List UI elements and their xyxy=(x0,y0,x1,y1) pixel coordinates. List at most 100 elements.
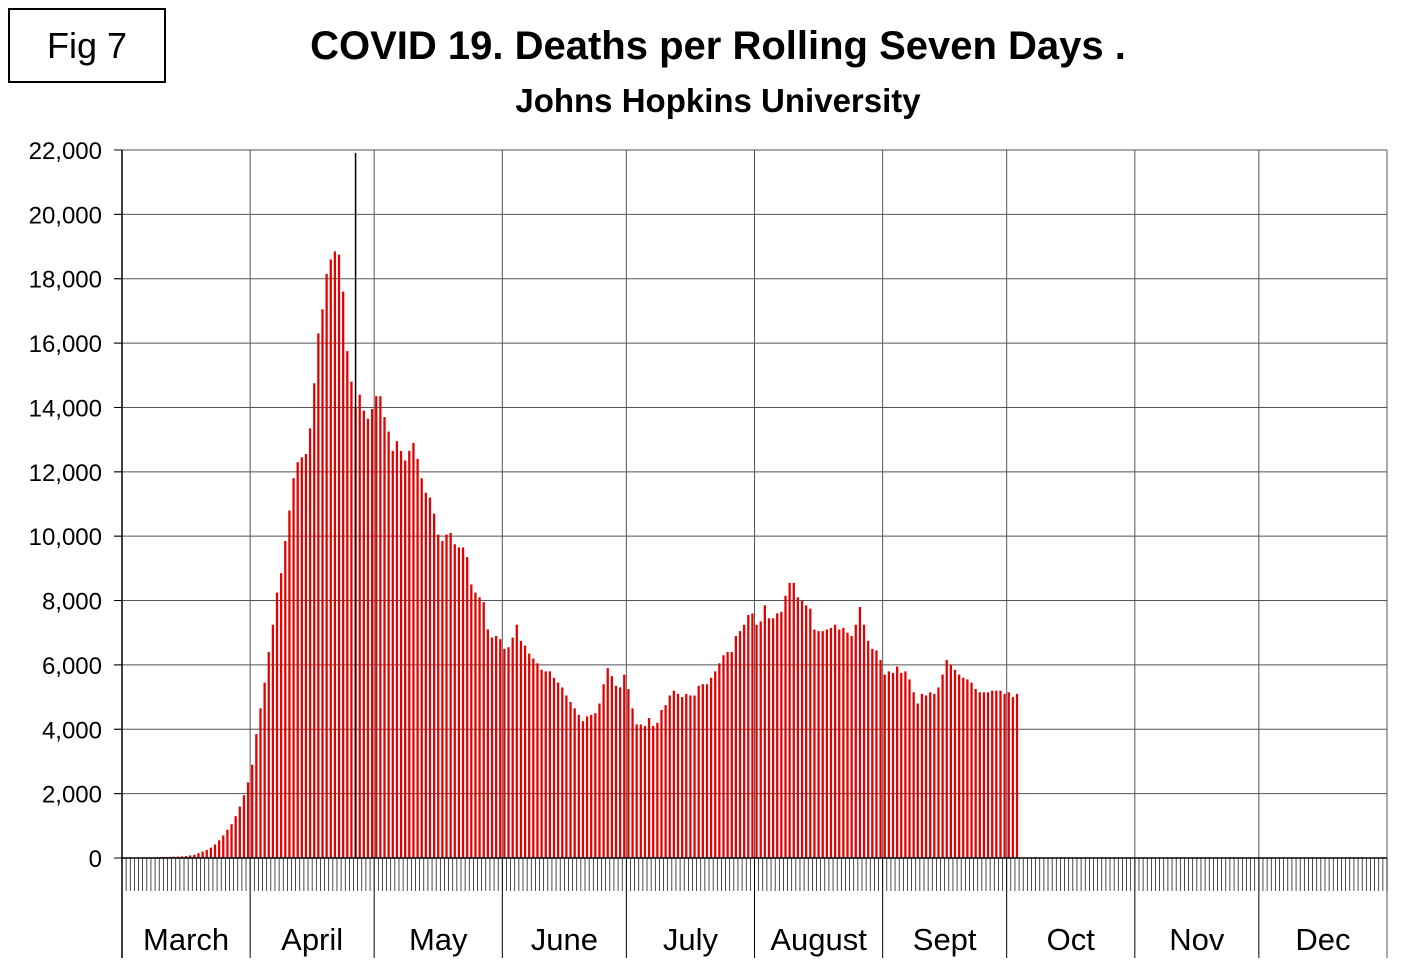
bar xyxy=(999,690,1002,858)
bar xyxy=(730,652,733,858)
bar xyxy=(805,605,808,858)
bar xyxy=(548,671,552,858)
bar xyxy=(342,291,345,859)
bar xyxy=(689,695,692,858)
bar xyxy=(743,624,746,858)
bar xyxy=(664,705,667,858)
bar xyxy=(478,597,481,858)
bar xyxy=(313,383,316,858)
bar xyxy=(991,690,994,858)
bar xyxy=(693,695,696,858)
bar xyxy=(391,450,394,858)
bar xyxy=(234,816,237,858)
bar xyxy=(862,624,866,858)
bar xyxy=(792,582,795,858)
bar-series xyxy=(143,251,1019,859)
y-tick-label: 16,000 xyxy=(29,331,102,358)
y-tick-label: 4,000 xyxy=(42,717,102,744)
bar xyxy=(1015,693,1019,858)
bar xyxy=(408,450,411,858)
bar xyxy=(970,682,973,858)
bar xyxy=(780,611,783,858)
bar xyxy=(209,847,213,858)
bar xyxy=(267,652,270,858)
bar xyxy=(635,724,638,858)
bar xyxy=(461,547,465,858)
bar xyxy=(251,764,254,858)
bar xyxy=(714,671,717,858)
bar xyxy=(763,605,766,858)
bar xyxy=(565,695,568,858)
bar xyxy=(387,431,390,858)
bar xyxy=(416,458,419,858)
bar xyxy=(850,635,853,858)
bar xyxy=(304,454,308,858)
axes xyxy=(114,149,1387,958)
bar xyxy=(420,478,423,858)
bar xyxy=(333,251,337,858)
bar xyxy=(887,671,890,858)
bar xyxy=(590,714,593,858)
bar xyxy=(656,722,659,858)
bar xyxy=(904,671,907,858)
bar xyxy=(681,697,684,858)
bar xyxy=(809,608,812,858)
bar xyxy=(445,534,448,858)
bar xyxy=(895,666,899,858)
bar xyxy=(821,631,824,858)
bar xyxy=(375,396,378,858)
bar xyxy=(800,600,804,858)
bar xyxy=(833,624,837,858)
bar xyxy=(916,703,919,858)
bar xyxy=(776,613,779,858)
bar xyxy=(726,652,729,858)
bar xyxy=(180,856,184,858)
chart-title: COVID 19. Deaths per Rolling Seven Days … xyxy=(310,24,1126,68)
bar xyxy=(193,854,196,858)
y-tick-label: 14,000 xyxy=(29,395,102,422)
bar xyxy=(978,692,981,858)
bar xyxy=(284,541,287,858)
y-tick-labels: 0 2,000 4,000 6,000 8,000 10,000 12,000 14,000 1… xyxy=(29,138,102,873)
bar xyxy=(213,844,217,858)
bar xyxy=(544,671,547,858)
bar xyxy=(627,689,630,858)
bar xyxy=(383,417,386,858)
bar xyxy=(449,532,452,858)
y-tick-label: 6,000 xyxy=(42,653,102,680)
bar xyxy=(891,672,895,858)
bar xyxy=(912,692,915,858)
bar xyxy=(271,624,275,858)
bar xyxy=(614,685,618,858)
bar xyxy=(697,685,700,858)
bar xyxy=(871,648,874,858)
bar xyxy=(275,592,279,858)
bar xyxy=(767,618,771,858)
bar xyxy=(573,708,576,858)
bar xyxy=(619,687,622,858)
bar xyxy=(594,713,597,858)
bar xyxy=(255,734,258,858)
bar xyxy=(428,497,432,858)
bar xyxy=(908,679,911,858)
bar xyxy=(280,573,283,858)
bar xyxy=(718,663,721,858)
bar xyxy=(709,677,713,858)
bar xyxy=(337,254,341,858)
bar xyxy=(995,690,998,858)
bar xyxy=(962,677,965,858)
bar xyxy=(482,602,485,858)
bar xyxy=(747,615,750,858)
bar xyxy=(738,631,742,858)
bar xyxy=(734,635,738,858)
bar xyxy=(503,648,506,858)
bar xyxy=(499,639,502,858)
bar xyxy=(672,690,676,858)
bar xyxy=(395,441,399,858)
bar xyxy=(937,687,940,858)
bar xyxy=(528,653,531,858)
bar xyxy=(325,273,328,858)
figure-label: Fig 7 xyxy=(8,8,166,83)
bar xyxy=(652,726,655,858)
